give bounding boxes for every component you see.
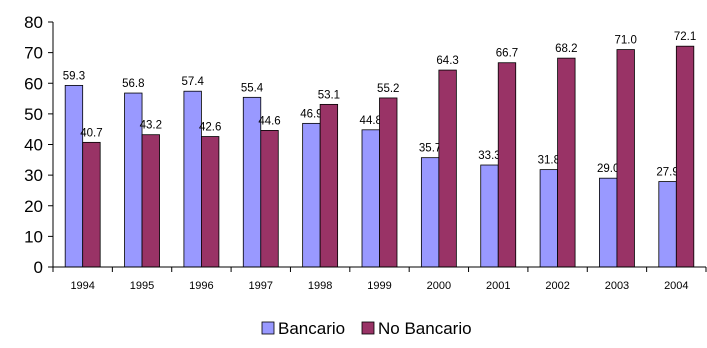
data-label: 64.3 bbox=[436, 55, 458, 67]
data-label: 35.7 bbox=[419, 143, 441, 155]
data-label: 72.1 bbox=[674, 31, 696, 43]
data-label: 66.7 bbox=[496, 48, 518, 60]
data-label: 46.9 bbox=[300, 108, 322, 120]
bar-no-bancario bbox=[675, 45, 695, 268]
bar-no-bancario bbox=[82, 141, 101, 268]
legend-swatch-no-bancario bbox=[361, 321, 375, 335]
x-tick-label: 2002 bbox=[545, 280, 569, 292]
y-tick-label: 20 bbox=[24, 197, 43, 216]
y-tick-label: 40 bbox=[24, 136, 43, 155]
x-tick-label: 1996 bbox=[189, 280, 213, 292]
data-label: 33.3 bbox=[478, 150, 500, 162]
bar-no-bancario bbox=[379, 97, 398, 268]
bar-bancario bbox=[183, 90, 202, 268]
y-tick-label: 70 bbox=[24, 44, 43, 63]
y-axis: 0 10 20 30 40 50 60 70 80 bbox=[24, 13, 54, 277]
x-axis: 1994 1995 1996 1997 1998 1999 2000 2001 2002 2003… bbox=[52, 266, 707, 292]
data-label: 55.2 bbox=[377, 83, 399, 95]
bar-bancario bbox=[658, 181, 677, 268]
legend: Bancario No Bancario bbox=[261, 319, 472, 338]
x-tick-label: 1994 bbox=[70, 280, 94, 292]
y-tick-label: 80 bbox=[24, 13, 43, 32]
data-label: 71.0 bbox=[615, 35, 637, 47]
y-tick-label: 50 bbox=[24, 105, 43, 124]
bar-bancario bbox=[64, 84, 84, 268]
data-label: 59.3 bbox=[63, 70, 85, 82]
x-tick-label: 1999 bbox=[367, 280, 391, 292]
x-tick-label: 1997 bbox=[249, 280, 273, 292]
bar-no-bancario bbox=[141, 134, 160, 268]
bar-bancario bbox=[420, 157, 440, 268]
bar-bancario bbox=[599, 177, 618, 268]
bar-no-bancario bbox=[319, 103, 339, 268]
data-label: 53.1 bbox=[318, 89, 340, 101]
x-tick-label: 1995 bbox=[130, 280, 154, 292]
bar-no-bancario bbox=[497, 62, 517, 268]
bar-no-bancario bbox=[201, 136, 220, 268]
x-tick-label: 2000 bbox=[427, 280, 451, 292]
y-tick-label: 30 bbox=[24, 166, 43, 185]
bar-bancario bbox=[480, 164, 499, 268]
y-tick-label: 10 bbox=[24, 227, 43, 246]
data-label: 40.7 bbox=[80, 127, 102, 139]
bar-no-bancario bbox=[616, 49, 635, 268]
data-label: 42.6 bbox=[199, 122, 221, 134]
data-label: 56.8 bbox=[122, 78, 144, 90]
data-label: 55.4 bbox=[241, 82, 264, 94]
data-label: 29.0 bbox=[597, 163, 619, 175]
bar-no-bancario bbox=[438, 69, 457, 268]
legend-swatch-bancario bbox=[261, 321, 275, 335]
data-label: 44.8 bbox=[360, 115, 382, 127]
bars: 59.3 40.7 56.8 43.2 57.4 42.6 55.4 44.6 46.9 53.1… bbox=[63, 31, 696, 268]
y-tick-label: 0 bbox=[34, 258, 43, 277]
data-label: 27.9 bbox=[656, 167, 678, 179]
legend-label-no-bancario: No Bancario bbox=[378, 319, 472, 338]
bar-bancario bbox=[361, 129, 380, 268]
data-label: 57.4 bbox=[181, 76, 204, 88]
bar-no-bancario bbox=[557, 57, 576, 268]
data-label: 31.8 bbox=[538, 155, 560, 167]
data-label: 68.2 bbox=[555, 43, 577, 55]
bar-no-bancario bbox=[260, 130, 279, 268]
x-tick-label: 1998 bbox=[308, 280, 332, 292]
x-tick-label: 2001 bbox=[486, 280, 510, 292]
bar-bancario bbox=[539, 169, 558, 268]
bar-bancario bbox=[302, 122, 321, 268]
x-tick-label: 2004 bbox=[664, 280, 688, 292]
legend-label-bancario: Bancario bbox=[278, 319, 345, 338]
data-label: 43.2 bbox=[140, 120, 162, 132]
x-tick-label: 2003 bbox=[605, 280, 629, 292]
data-label: 44.6 bbox=[258, 115, 280, 127]
y-tick-label: 60 bbox=[24, 74, 43, 93]
